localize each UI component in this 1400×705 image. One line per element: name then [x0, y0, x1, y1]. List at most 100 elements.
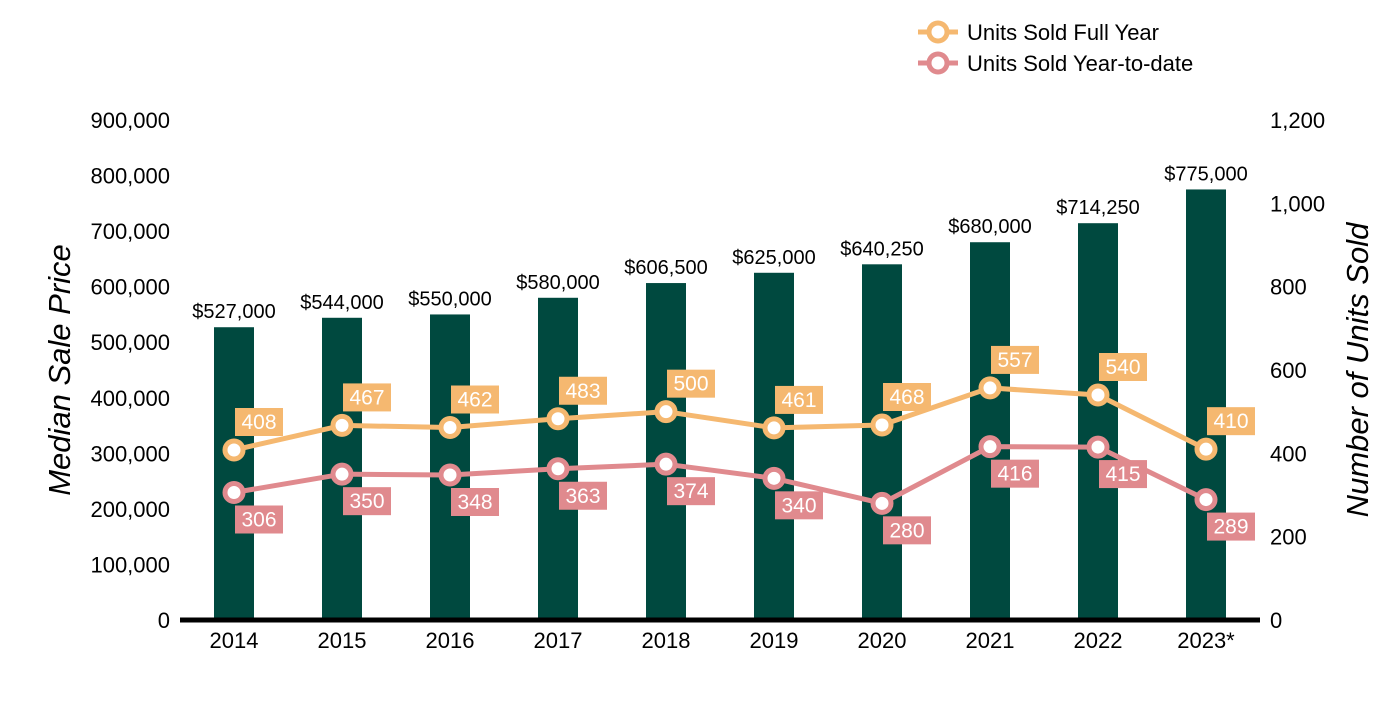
y-tick-label: 600,000 — [90, 275, 170, 300]
bar — [970, 242, 1010, 620]
units-ytd-marker — [438, 463, 462, 487]
bar-value-label: $580,000 — [516, 272, 599, 294]
bar-series — [214, 189, 1226, 620]
y-tick-label: 300,000 — [90, 441, 170, 466]
x-tick-label: 2018 — [642, 628, 691, 653]
units-ytd-label-box — [667, 477, 715, 506]
y-tick-label: 500,000 — [90, 330, 170, 355]
units-ytd-label: 289 — [1213, 516, 1248, 539]
units-ytd-series: 306 350 348 363 374 340 280 416 415 289 — [222, 435, 1255, 545]
units-ytd-label-box — [883, 516, 931, 545]
y2-tick-label: 600 — [1270, 358, 1307, 383]
units-full-year-marker — [1194, 437, 1218, 461]
units-ytd-marker — [1086, 435, 1110, 459]
bar-value-label: $775,000 — [1164, 163, 1247, 185]
bar-value-label: $625,000 — [732, 247, 815, 269]
units-full-year-label-box — [775, 385, 823, 414]
units-ytd-label-box — [451, 488, 499, 516]
y-tick-label: 400,000 — [90, 386, 170, 411]
x-tick-label: 2022 — [1074, 628, 1123, 653]
units-full-year-marker — [762, 416, 786, 440]
x-axis: 2014 2015 2016 2017 2018 2019 2020 2021 2022 2023… — [180, 617, 1260, 653]
x-tick-label: 2016 — [426, 628, 475, 653]
y2-tick-label: 400 — [1270, 441, 1307, 466]
x-tick-label: 2021 — [966, 628, 1015, 653]
legend: Units Sold Full Year Units Sold Year-to-d… — [918, 20, 1193, 76]
units-full-year-label: 408 — [241, 411, 276, 434]
bar-value-labels: $527,000 $544,000 $550,000 $580,000 $606,500… — [192, 163, 1247, 323]
legend-label: Units Sold Full Year — [967, 20, 1159, 45]
units-full-year-label-box — [1099, 353, 1147, 381]
units-ytd-label-box — [235, 505, 283, 534]
x-tick-label: 2014 — [210, 628, 259, 653]
units-ytd-line — [233, 444, 1208, 506]
units-full-year-label: 468 — [889, 386, 924, 409]
x-tick-label: 2020 — [858, 628, 907, 653]
units-full-year-label: 500 — [673, 373, 708, 396]
units-full-year-label: 467 — [349, 386, 384, 409]
units-ytd-label: 306 — [241, 509, 276, 532]
y-tick-label: 0 — [158, 608, 170, 633]
units-full-year-label-box — [559, 376, 607, 405]
legend-swatch-marker — [926, 20, 950, 44]
units-full-year-label-box — [235, 408, 283, 436]
units-ytd-marker — [762, 466, 786, 490]
y2-tick-label: 200 — [1270, 525, 1307, 550]
units-full-year-label: 461 — [781, 389, 816, 412]
units-ytd-marker — [978, 435, 1002, 459]
units-ytd-label-box — [1099, 460, 1147, 489]
bar — [1186, 189, 1226, 620]
x-tick-label: 2017 — [534, 628, 583, 653]
units-full-year-marker — [330, 413, 354, 437]
units-full-year-label: 557 — [997, 349, 1032, 372]
y-axis-right-title-group: Number of Units Sold — [1340, 221, 1375, 517]
legend-item: Units Sold Full Year — [918, 20, 1159, 45]
bar-value-label: $680,000 — [948, 216, 1031, 238]
units-ytd-marker — [654, 452, 678, 476]
units-full-year-label-box — [451, 385, 499, 414]
y-tick-label: 900,000 — [90, 108, 170, 133]
y-axis-left-ticks: 0 100,000 200,000 300,000 400,000 500,000 600,… — [90, 108, 170, 633]
units-full-year-label: 483 — [565, 380, 600, 403]
units-ytd-label-box — [343, 487, 391, 516]
y-axis-right-title: Number of Units Sold — [1340, 221, 1375, 517]
units-full-year-line — [233, 385, 1208, 453]
units-full-year-label-box — [991, 345, 1039, 374]
x-tick-label: 2015 — [318, 628, 367, 653]
y2-tick-label: 0 — [1270, 608, 1282, 633]
y-tick-label: 100,000 — [90, 552, 170, 577]
units-ytd-label-box — [775, 491, 823, 520]
units-full-year-label: 462 — [457, 389, 492, 412]
units-full-year-label-box — [1207, 407, 1255, 436]
units-ytd-marker — [870, 491, 894, 515]
units-full-year-label-box — [883, 383, 931, 411]
units-ytd-marker — [1194, 488, 1218, 512]
bar — [214, 327, 254, 620]
units-full-year-marker — [654, 400, 678, 424]
units-full-year-label: 540 — [1105, 356, 1140, 379]
units-full-year-marker — [978, 376, 1002, 400]
units-ytd-label: 374 — [673, 480, 708, 503]
units-ytd-label: 348 — [457, 491, 492, 514]
y-axis-left-title: Median Sale Price — [42, 244, 77, 496]
legend-item: Units Sold Year-to-date — [918, 51, 1193, 76]
units-ytd-label: 416 — [997, 463, 1032, 486]
units-full-year-series: 408 467 462 483 500 461 468 557 540 410 — [222, 345, 1255, 462]
y-axis-left-title-group: Median Sale Price — [42, 244, 77, 496]
y2-tick-label: 1,000 — [1270, 191, 1325, 216]
units-full-year-label: 410 — [1213, 410, 1248, 433]
x-tick-label: 2019 — [750, 628, 799, 653]
units-ytd-marker — [222, 481, 246, 504]
units-ytd-label: 350 — [349, 490, 384, 513]
y-tick-label: 700,000 — [90, 219, 170, 244]
units-ytd-label-box — [559, 481, 607, 510]
bar-value-label: $550,000 — [408, 288, 491, 310]
units-full-year-marker — [222, 438, 246, 462]
y2-tick-label: 800 — [1270, 275, 1307, 300]
x-tick-label: 2023* — [1177, 628, 1235, 653]
line-series: 408 467 462 483 500 461 468 557 540 410 306 350 348 3… — [222, 345, 1255, 545]
units-full-year-marker — [1086, 383, 1110, 407]
units-ytd-label: 415 — [1105, 463, 1140, 486]
